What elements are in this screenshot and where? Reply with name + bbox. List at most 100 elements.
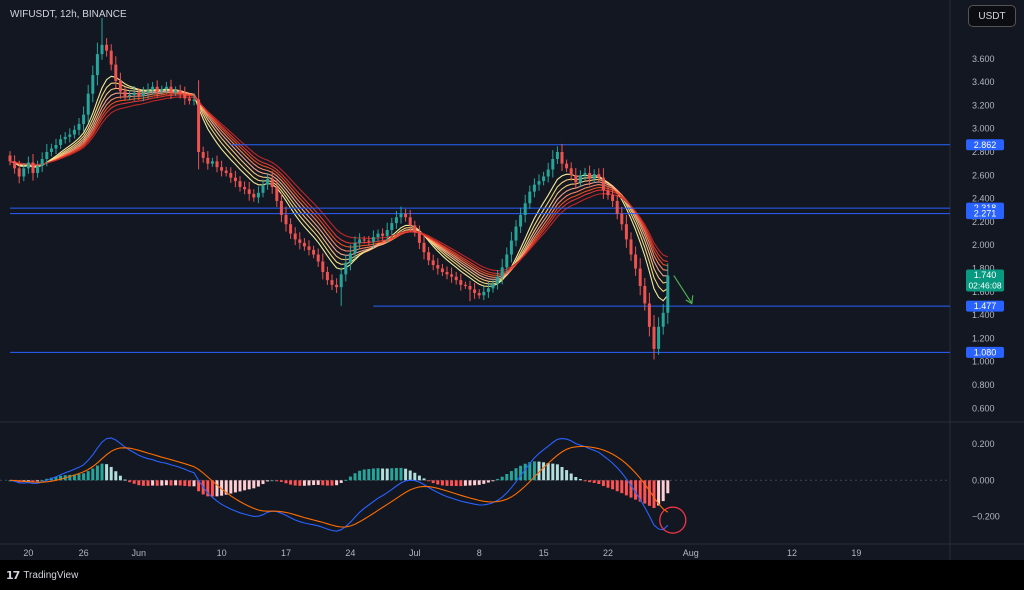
candle [243,186,247,190]
candle [385,230,389,236]
plot-background [0,0,950,560]
candle [59,139,63,146]
macd-tick-label: −0.200 [972,511,1000,521]
macd-bar [128,480,132,483]
macd-bar [473,480,477,486]
candle [17,168,21,177]
macd-bar [247,480,251,490]
candle [532,184,536,192]
macd-bar [440,480,444,486]
macd-bar [137,480,141,486]
macd-bar [496,478,500,481]
candle [312,249,316,255]
macd-bar [528,462,532,481]
macd-bar [371,468,375,481]
macd-bar [155,480,159,486]
candle [436,265,440,269]
countdown-label: 02:46:08 [968,281,1001,291]
candle [68,134,72,137]
macd-bar [574,477,578,481]
candle [371,237,375,242]
macd-bar [72,474,76,481]
macd-bar [597,480,601,485]
candle [473,289,477,293]
candle [132,92,136,95]
candle [82,114,86,125]
candle [643,286,647,304]
macd-bar [91,468,95,481]
macd-bar [233,480,237,493]
candle [601,177,605,191]
candle [302,242,306,247]
macd-bar [187,480,191,487]
candle [606,190,610,196]
candle [661,312,665,327]
candle [95,54,99,76]
macd-bar [353,473,357,481]
time-tick-label: Jun [132,548,147,558]
candle [123,91,127,97]
currency-button[interactable]: USDT [968,5,1016,27]
macd-bar [367,468,371,481]
time-tick-label: 19 [851,548,861,558]
macd-bar [546,463,550,481]
macd-bar [537,461,541,481]
price-label: 1.080 [974,347,997,357]
macd-bar [560,466,564,481]
candle [390,223,394,231]
candles [8,18,670,360]
macd-bar [427,480,431,482]
macd-bar [164,480,168,486]
candle [321,261,325,273]
candle [72,129,76,135]
candle [137,92,141,97]
macd-bar [500,476,504,481]
candle [569,168,573,176]
candle [229,172,233,178]
macd-bar [569,473,573,481]
price-label-bg [966,346,1004,358]
macd-bar [666,480,670,494]
macd-bar [450,480,454,486]
macd-histogram [8,461,670,508]
candle [362,239,366,241]
macd-bar [266,480,270,482]
macd-bar [59,475,63,481]
price-label-bg [966,139,1004,151]
macd-bar [77,474,81,481]
macd-bar [330,480,334,486]
macd-bar [413,472,417,481]
macd-bar [459,480,463,487]
candle [546,169,550,177]
candle [174,90,178,93]
symbol-label: WIFUSDT, 12h, BINANCE [10,9,127,20]
macd-bar [611,480,615,490]
macd-bar [638,480,642,502]
candle [344,262,348,275]
macd-bar [620,480,624,494]
candle [620,213,624,225]
candle [519,214,523,227]
ema-line-8 [9,75,669,302]
macd-bar [477,480,481,485]
candle [348,253,352,263]
candle [459,280,463,285]
macd-bar [445,480,449,486]
time-tick-label: 22 [603,548,613,558]
price-tick-label: 2.400 [972,194,995,204]
time-tick-label: 20 [23,548,33,558]
candle [358,239,362,243]
candle [54,145,58,149]
ema-line-23 [9,96,668,272]
time-tick-label: Jul [409,548,421,558]
candle [647,303,651,327]
candle [146,90,150,93]
candle [187,98,191,101]
macd-bar [624,480,628,496]
price-tick-label: 2.600 [972,170,995,180]
macd-bar [178,480,182,486]
candle [468,286,472,290]
macd-bar [358,470,362,481]
candle [528,191,532,204]
